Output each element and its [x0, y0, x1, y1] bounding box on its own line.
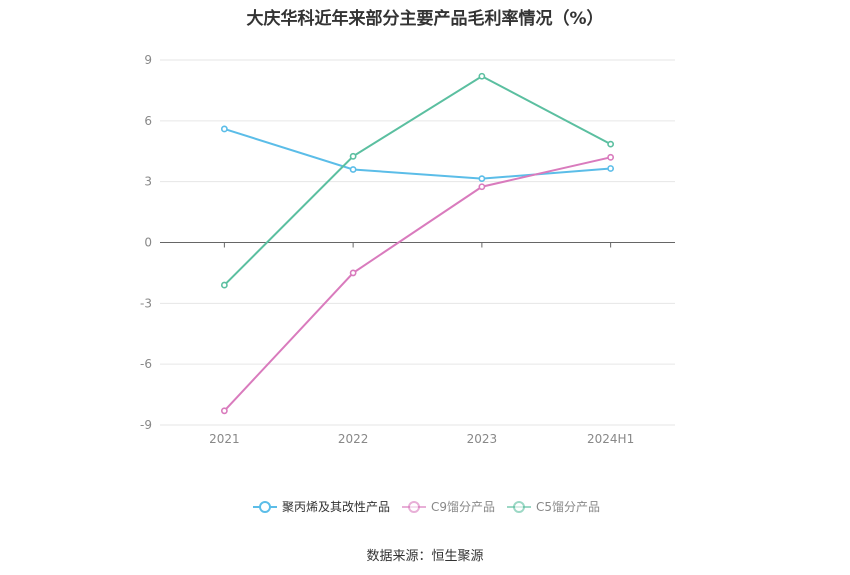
data-point: [220, 281, 228, 289]
y-tick-label: 9: [144, 53, 152, 67]
y-tick-label: 6: [144, 114, 152, 128]
data-point: [220, 407, 228, 415]
y-tick-label: -9: [140, 418, 152, 432]
data-point: [349, 269, 357, 277]
data-point: [478, 175, 486, 183]
series-line-1: [223, 156, 611, 412]
legend-label: 聚丙烯及其改性产品: [282, 500, 390, 514]
series-line-0: [224, 127, 611, 180]
data-point: [607, 140, 615, 148]
data-point: [478, 72, 486, 80]
data-point: [478, 183, 486, 191]
legend-marker: [408, 501, 420, 513]
data-point: [607, 165, 615, 172]
x-tick-label: 2021: [209, 432, 240, 446]
data-point: [220, 125, 228, 133]
legend-marker: [513, 501, 525, 513]
y-tick-label: -3: [140, 296, 152, 310]
series-line-2: [223, 75, 612, 286]
x-tick-label: 2022: [338, 432, 369, 446]
y-tick-label: 0: [144, 236, 152, 250]
data-point: [349, 152, 357, 160]
data-source: 数据来源：恒生聚源: [366, 549, 484, 564]
y-tick-label: -6: [140, 357, 152, 371]
legend-marker: [259, 501, 271, 513]
x-tick-label: 2023: [467, 432, 498, 446]
data-point: [349, 166, 357, 173]
legend-label: C5馏分产品: [536, 500, 600, 514]
x-tick-label: 2024H1: [587, 432, 634, 446]
data-point: [607, 153, 615, 161]
y-tick-label: 3: [144, 175, 152, 189]
legend-label: C9馏分产品: [431, 500, 495, 514]
chart-title: 大庆华科近年来部分主要产品毛利率情况（%）: [246, 9, 604, 29]
